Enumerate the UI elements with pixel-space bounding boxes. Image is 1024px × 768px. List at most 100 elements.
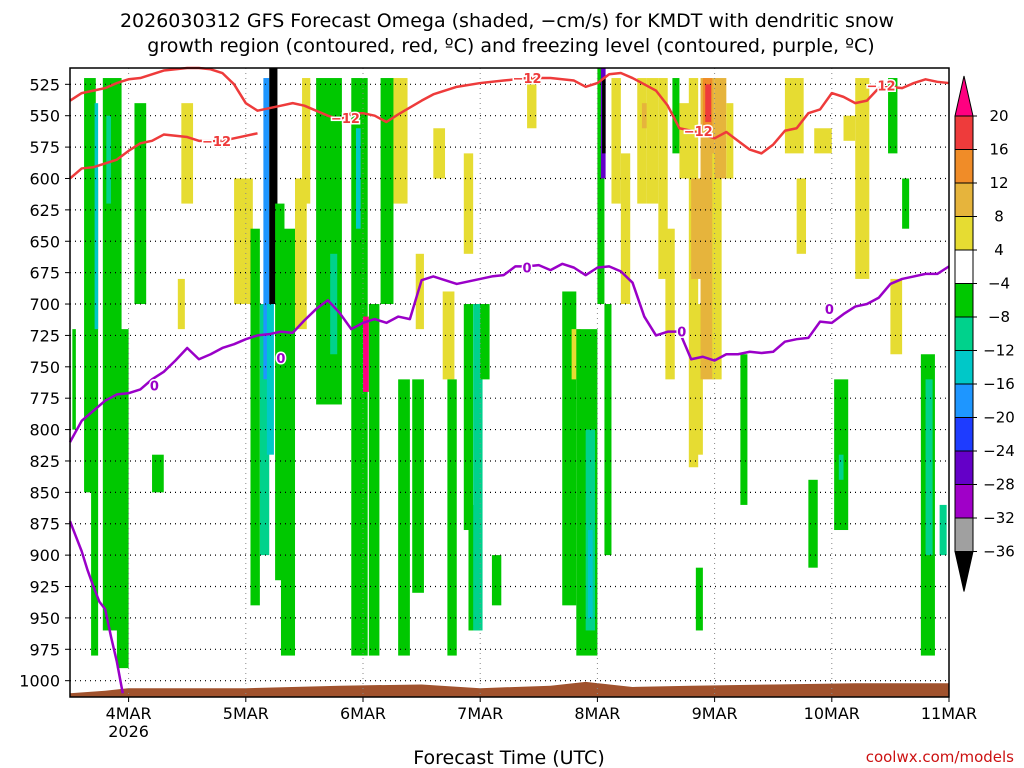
colorbar-bottom-arrow	[954, 551, 974, 592]
y-tick-label: 950	[29, 609, 60, 628]
y-axis-pressure: 525 550 575 600 625 650 675 700 725 750 775 800 825 8…	[19, 75, 70, 691]
omega-cell	[398, 379, 410, 656]
colorbar-tick-label: −12	[983, 342, 1015, 360]
omega-cell	[473, 304, 483, 631]
colorbar-swatch	[954, 216, 974, 251]
omega-cell	[84, 78, 96, 493]
colorbar-tick-label: 20	[989, 107, 1008, 125]
y-tick-label: 550	[29, 107, 60, 126]
y-tick-label: 650	[29, 232, 60, 251]
omega-cell	[134, 103, 147, 305]
omega-cell	[784, 78, 804, 154]
credit-link[interactable]: coolwx.com/models	[866, 748, 1014, 766]
y-tick-label: 625	[29, 201, 60, 220]
omega-cell	[838, 454, 844, 480]
omega-cell	[808, 479, 818, 568]
omega-cell	[447, 379, 457, 656]
y-tick-label: 575	[29, 138, 60, 157]
omega-cell	[695, 567, 703, 631]
omega-cell	[415, 253, 424, 330]
colorbar-swatch	[954, 383, 974, 418]
x-tick-label: 8MAR	[574, 704, 620, 723]
omega-cell	[463, 153, 474, 254]
omega-cell	[269, 68, 278, 305]
omega-cell	[588, 530, 593, 618]
omega-cell	[705, 84, 712, 122]
omega-cell	[691, 178, 703, 279]
dendritic-minus12-contour	[69, 66, 950, 155]
omega-cell	[263, 78, 270, 380]
omega-cell	[266, 304, 274, 455]
contour-label-zero: 0	[825, 303, 834, 318]
omega-cell	[106, 115, 112, 204]
colorbar-tick-label: −4	[988, 275, 1010, 293]
omega-cell	[152, 454, 164, 493]
chart-title-line-1: 2026030312 GFS Forecast Omega (shaded, −…	[120, 10, 894, 32]
y-tick-label: 700	[29, 295, 60, 314]
colorbar-tick-label: −36	[983, 543, 1015, 561]
omega-cell	[902, 178, 910, 229]
omega-cell	[925, 379, 933, 556]
omega-cell	[646, 78, 659, 204]
colorbar-tick-label: 4	[994, 241, 1004, 259]
omega-cell	[412, 379, 424, 593]
colorbar-legend: 20 16 12 8 4 −4 −8 −12 −16 −20 −24 −28 −32 −36	[954, 75, 1015, 592]
omega-cell	[480, 304, 490, 380]
contour-label-zero: 0	[276, 352, 285, 367]
y-tick-label: 975	[29, 640, 60, 659]
omega-cell	[890, 278, 903, 355]
colorbar-swatch	[954, 517, 974, 552]
omega-cell	[234, 178, 253, 305]
y-tick-label: 600	[29, 169, 60, 188]
omega-cell	[363, 316, 369, 392]
freezing-level-contour	[68, 262, 950, 443]
omega-cell	[604, 304, 612, 556]
omega-cell	[679, 103, 692, 179]
x-tick-label: 6MAR	[340, 704, 386, 723]
x-tick-label: 4MAR	[106, 704, 152, 723]
colorbar-swatch	[954, 115, 974, 150]
omega-cell	[275, 203, 285, 581]
omega-cell	[72, 329, 76, 430]
omega-cell	[641, 103, 652, 129]
y-tick-label: 925	[29, 578, 60, 597]
y-tick-label: 725	[29, 326, 60, 345]
colorbar-tick-label: −32	[983, 509, 1015, 527]
omega-cell	[250, 228, 260, 606]
colorbar-swatch	[954, 149, 974, 184]
terrain-ground	[70, 681, 949, 697]
omega-cell	[259, 304, 270, 556]
plot-frame	[69, 67, 950, 698]
colorbar-swatch	[954, 450, 974, 485]
omega-cell	[116, 329, 129, 669]
colorbar-swatch	[954, 283, 974, 318]
omega-cell	[91, 178, 99, 656]
freezing-level-contour-surface	[68, 520, 124, 694]
omega-cell	[726, 103, 734, 179]
y-tick-label: 800	[29, 421, 60, 440]
contour-label-zero: 0	[523, 262, 532, 277]
omega-cell	[181, 103, 194, 204]
omega-cell	[796, 178, 807, 254]
colorbar-top-arrow	[954, 75, 974, 117]
omega-cell	[295, 178, 307, 330]
omega-cell	[939, 504, 947, 556]
x-tick-label: 7MAR	[457, 704, 503, 723]
contour-label-zero: 0	[677, 326, 686, 341]
omega-cell	[712, 153, 722, 380]
omega-cell	[177, 278, 185, 330]
x-axis-label: Forecast Time (UTC)	[413, 747, 604, 768]
colorbar-tick-label: 16	[989, 141, 1008, 159]
y-tick-label: 775	[29, 389, 60, 408]
omega-cell	[888, 78, 898, 154]
omega-shading	[72, 68, 947, 669]
omega-cell	[442, 291, 455, 380]
omega-cell	[597, 68, 605, 305]
colorbar-tick-label: −20	[983, 409, 1015, 427]
omega-cell	[637, 78, 647, 204]
omega-cell	[94, 103, 99, 330]
contour-label-minus12: −12	[513, 72, 542, 87]
omega-cell	[855, 78, 870, 279]
